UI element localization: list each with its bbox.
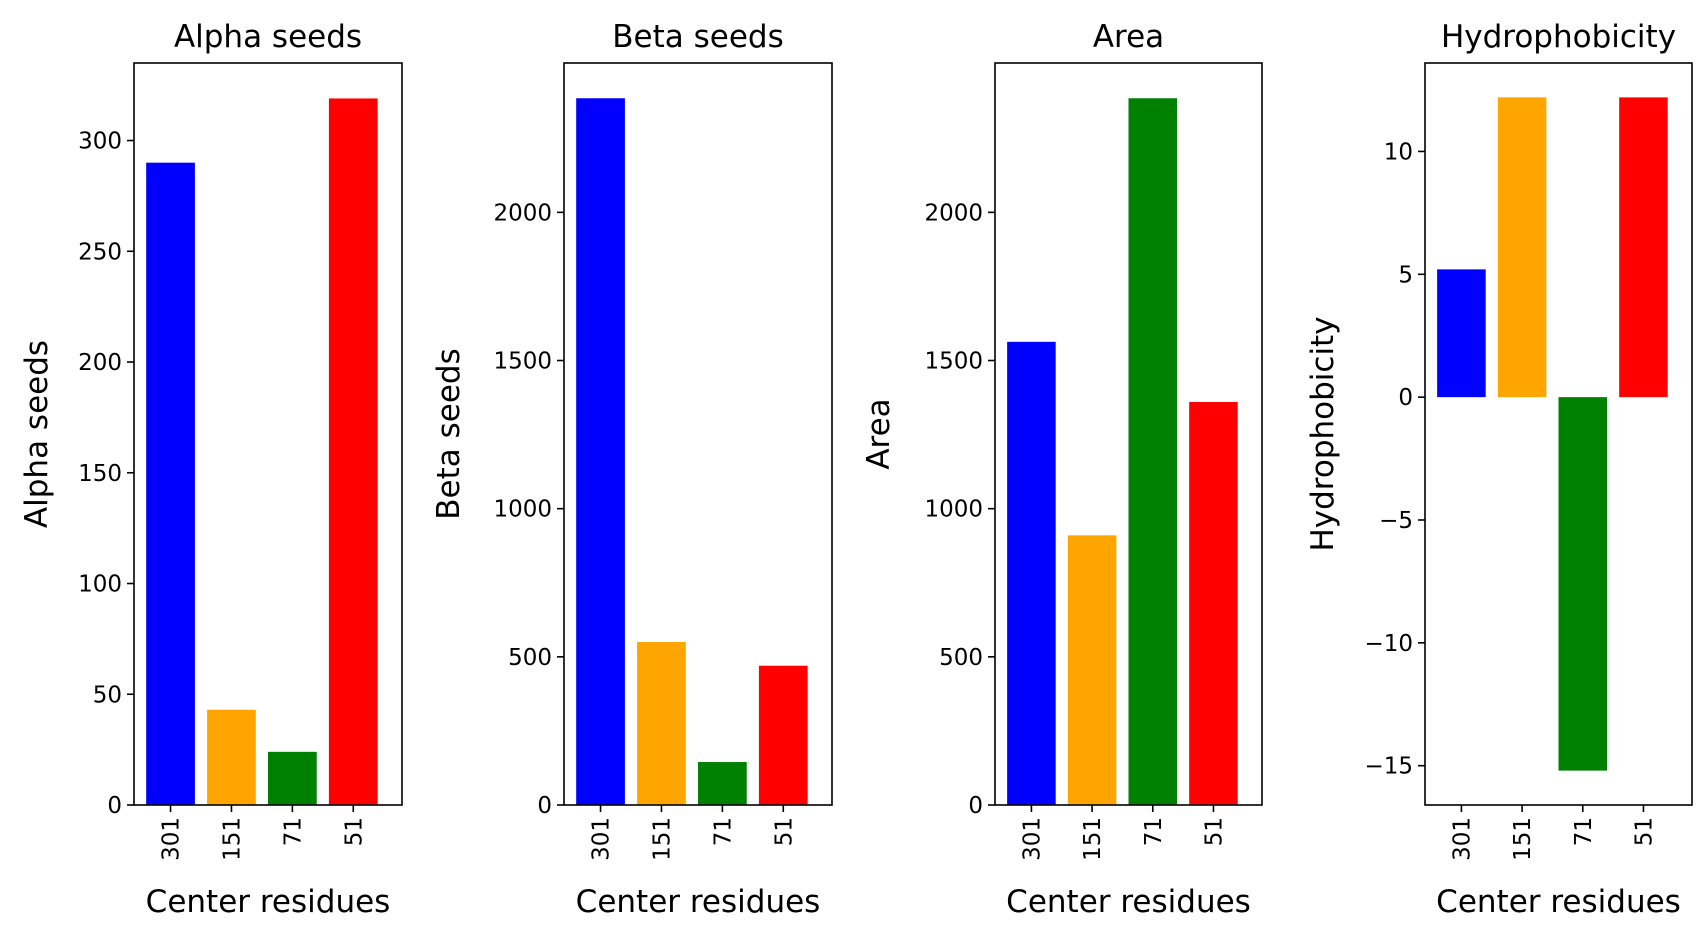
- y-tick-label: 50: [93, 682, 122, 708]
- bar-301: [146, 162, 195, 806]
- y-axis-label: Alpha seeds: [19, 340, 55, 528]
- y-tick-label: 500: [939, 645, 983, 671]
- x-tick-label: 51: [341, 817, 367, 846]
- bar-301: [576, 98, 625, 806]
- y-tick-label: 0: [1398, 385, 1413, 411]
- x-axis-label: Center residues: [146, 884, 391, 920]
- y-tick-label: 500: [508, 645, 552, 671]
- x-tick-label: 71: [280, 817, 306, 846]
- bar-51: [328, 98, 378, 806]
- x-tick-label: 301: [1019, 817, 1045, 861]
- bar-71: [1128, 98, 1178, 806]
- bar-51: [1189, 401, 1238, 805]
- y-tick-label: −15: [1364, 754, 1413, 780]
- y-tick-label: 1000: [924, 497, 983, 523]
- x-tick-label: 301: [589, 817, 615, 861]
- chart-panel-2: 0 500 1000 1500 2000 301 151 71 51 Beta seeds Cent…: [431, 19, 833, 920]
- bar-71: [1558, 397, 1608, 771]
- x-tick-label: 151: [1510, 817, 1536, 861]
- y-tick-label: 1000: [493, 497, 552, 523]
- bar-151: [637, 642, 686, 805]
- y-tick-label: 150: [78, 461, 122, 487]
- y-tick-label: 1500: [924, 349, 983, 375]
- bar-151: [207, 709, 256, 805]
- bar-51: [1619, 97, 1668, 398]
- x-tick-label: 301: [159, 817, 185, 861]
- x-tick-label: 51: [771, 817, 797, 846]
- x-tick-label: 151: [1080, 817, 1106, 861]
- x-tick-label: 301: [1449, 817, 1475, 861]
- y-tick-label: 0: [537, 793, 552, 819]
- x-tick-label: 51: [1631, 817, 1657, 846]
- y-tick-label: 0: [968, 793, 983, 819]
- x-tick-label: 151: [219, 817, 245, 861]
- bar-71: [268, 751, 317, 805]
- bar-151: [1497, 97, 1547, 398]
- x-tick-label: 151: [649, 817, 675, 861]
- y-axis-label: Beta seeds: [431, 348, 467, 519]
- chart-title: Beta seeds: [612, 19, 783, 55]
- axes-frame: [1424, 62, 1693, 806]
- axes-frame: [994, 62, 1263, 806]
- x-tick-label: 71: [1141, 817, 1167, 846]
- bar-71: [698, 762, 747, 805]
- chart-title: Alpha seeds: [174, 19, 362, 55]
- y-tick-label: 5: [1398, 262, 1413, 288]
- chart-panel-4: −15 −10 −5 0 5 10 301 151 71 51 Hydrophobicity Cent…: [1305, 19, 1693, 920]
- x-tick-label: 71: [1571, 817, 1597, 846]
- chart-panel-1: 0 50 100 150 200 250 300 301 151 71 51 Alpha seeds C…: [19, 19, 403, 920]
- y-tick-label: 300: [78, 129, 122, 155]
- y-tick-label: 0: [107, 793, 122, 819]
- x-axis-label: Center residues: [1436, 884, 1681, 920]
- y-axis-label: Area: [861, 398, 897, 469]
- y-tick-label: 200: [78, 350, 122, 376]
- axes-frame: [133, 62, 403, 806]
- y-tick-label: 1500: [493, 349, 552, 375]
- y-tick-label: −5: [1379, 508, 1413, 534]
- x-axis-label: Center residues: [576, 884, 821, 920]
- y-tick-label: −10: [1364, 631, 1413, 657]
- bar-51: [758, 665, 808, 805]
- bar-301: [1437, 269, 1486, 398]
- bar-301: [1007, 341, 1056, 805]
- chart-title: Hydrophobicity: [1441, 19, 1676, 55]
- y-tick-label: 10: [1384, 139, 1413, 165]
- bar-151: [1067, 535, 1117, 805]
- y-tick-label: 250: [78, 239, 122, 265]
- y-tick-label: 2000: [924, 200, 983, 226]
- x-tick-label: 71: [710, 817, 736, 846]
- y-tick-label: 100: [78, 572, 122, 598]
- x-tick-label: 51: [1201, 817, 1227, 846]
- axes-frame: [563, 62, 833, 806]
- y-axis-label: Hydrophobicity: [1305, 316, 1341, 551]
- x-axis-label: Center residues: [1006, 884, 1251, 920]
- chart-panel-3: 0 500 1000 1500 2000 301 151 71 51 Area Center res…: [861, 19, 1263, 920]
- chart-title: Area: [1093, 19, 1164, 55]
- y-tick-label: 2000: [493, 200, 552, 226]
